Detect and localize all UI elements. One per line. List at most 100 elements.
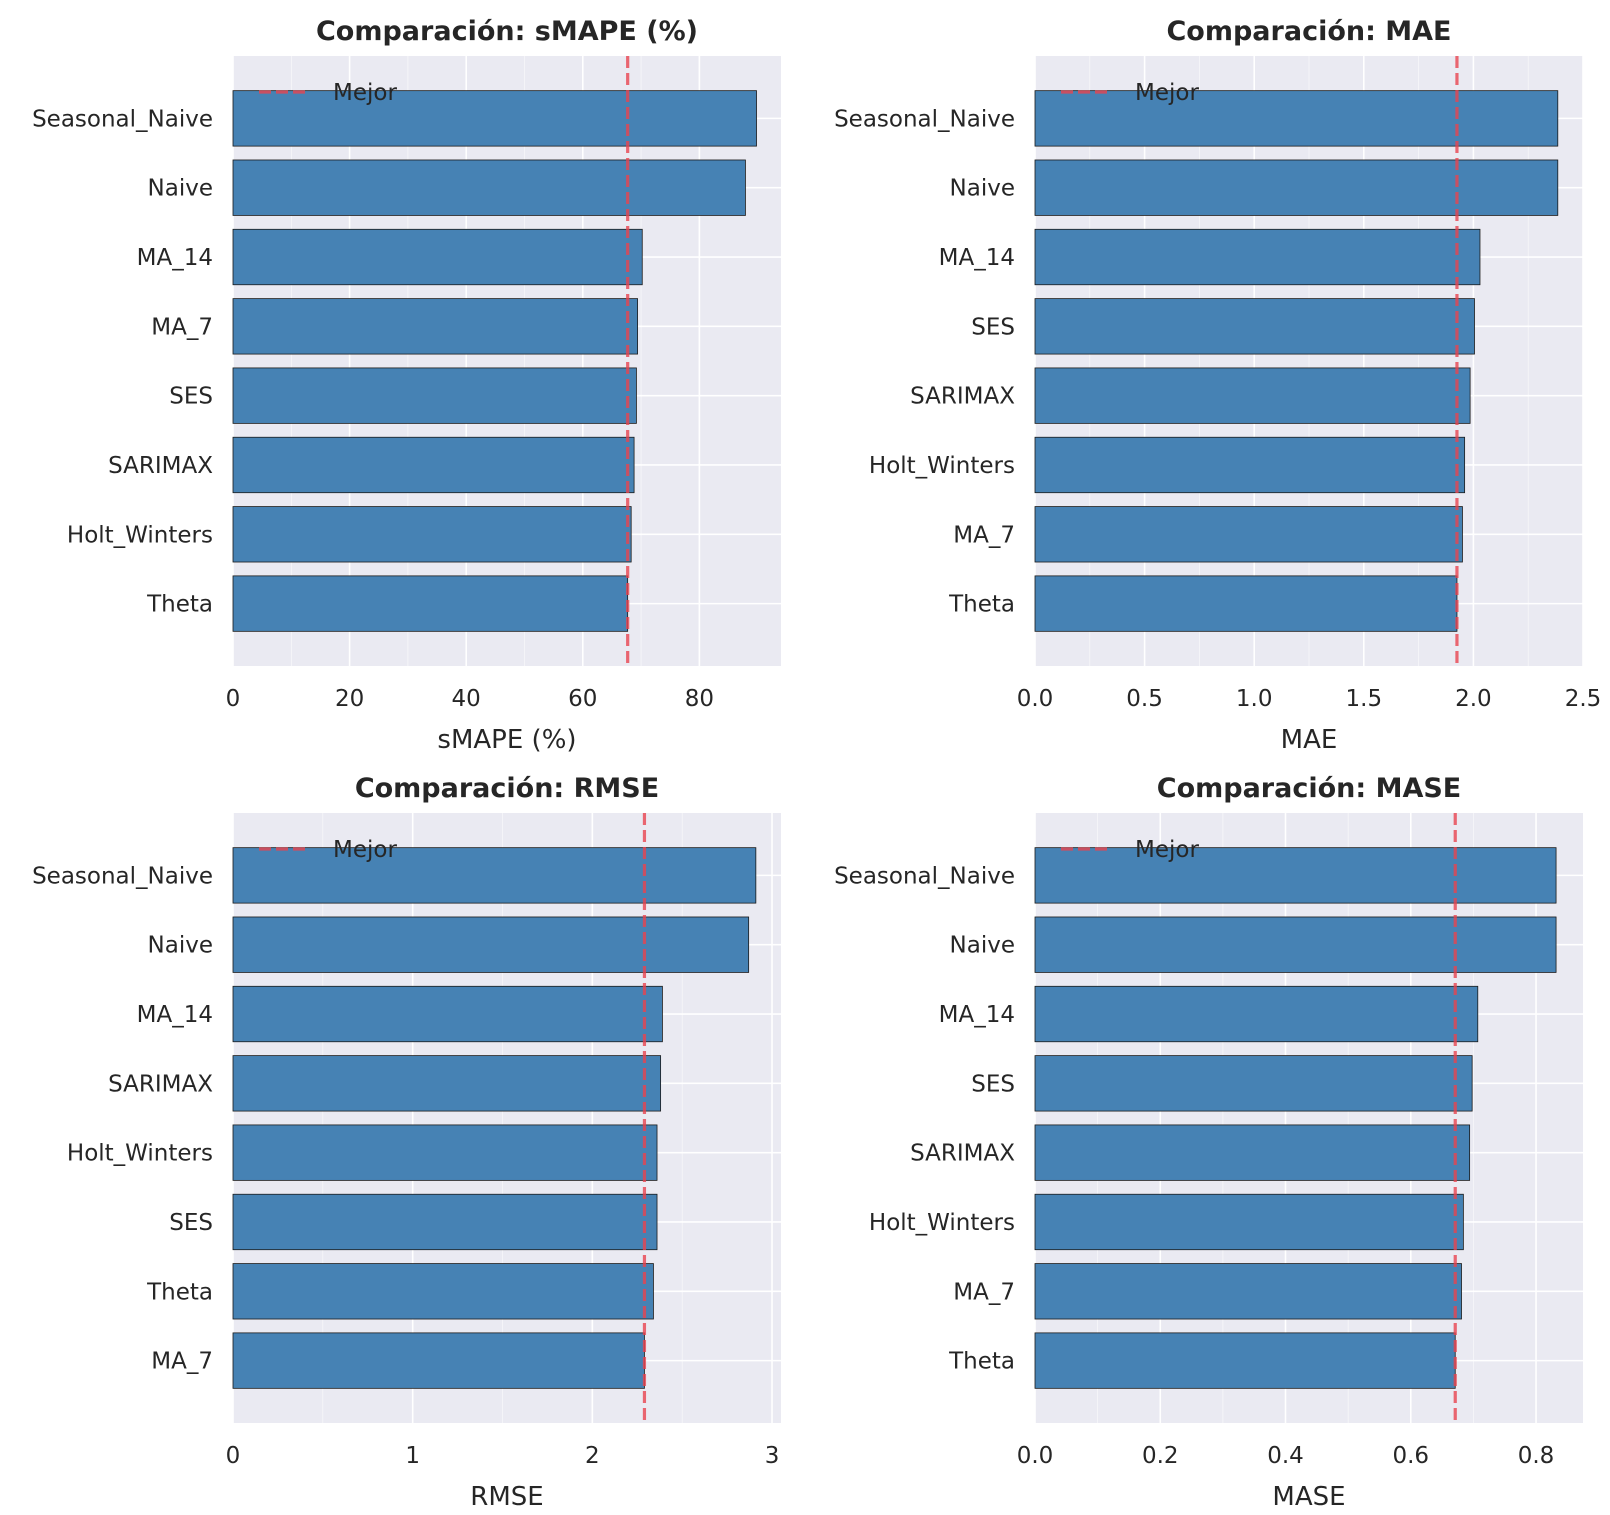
bar-theta [232, 1263, 654, 1320]
bar-holt-winters [232, 1124, 658, 1181]
bar-theta [1034, 575, 1458, 632]
y-tick-label: SES [971, 1071, 1015, 1097]
bar-holt-winters [1034, 1193, 1464, 1251]
y-tick-label: MA_14 [939, 1002, 1015, 1028]
bar-holt-winters [232, 506, 632, 563]
y-tick-label: Seasonal_Naive [32, 863, 213, 889]
y-tick-label: Seasonal_Naive [834, 863, 1015, 889]
bar-ma-7 [232, 298, 638, 355]
chart-panel-2: Seasonal_Naive Naive MA_14 SES SARIMAX Holt_W… [834, 16, 1601, 755]
x-tick-label: 60 [568, 686, 597, 712]
y-tick-label: Theta [146, 1279, 213, 1305]
x-axis-label: MASE [1272, 1482, 1345, 1512]
bar-ma-7 [1034, 1263, 1462, 1320]
bar-ma-7 [232, 1332, 645, 1389]
x-tick-label: 3 [765, 1443, 780, 1469]
chart-panel-1: Seasonal_Naive Naive MA_14 MA_7 SES SARIMAX Ho… [32, 16, 781, 755]
bar-naive [1034, 916, 1557, 973]
x-tick-label: 2.0 [1455, 686, 1492, 712]
legend-label: Mejor [333, 80, 397, 106]
y-tick-label: Holt_Winters [67, 522, 213, 548]
bar-seasonal-naive [1034, 847, 1557, 904]
x-axis-label: MAE [1281, 725, 1338, 755]
y-tick-label: MA_7 [953, 1279, 1015, 1305]
y-tick-label: SARIMAX [108, 1071, 213, 1097]
bar-theta [232, 575, 629, 632]
y-tick-label: Naive [950, 176, 1015, 202]
y-tick-label: Seasonal_Naive [834, 106, 1015, 132]
bar-ma-14 [1034, 228, 1481, 286]
chart-title: Comparación: MASE [1157, 773, 1461, 804]
bar-ses [1034, 298, 1475, 355]
y-tick-label: SARIMAX [910, 1141, 1015, 1167]
legend-label: Mejor [1135, 837, 1199, 863]
bar-ma-14 [232, 228, 643, 286]
x-tick-label: 40 [452, 686, 481, 712]
x-tick-label: 0.2 [1142, 1443, 1179, 1469]
y-tick-label: SARIMAX [910, 384, 1015, 410]
y-tick-label: SARIMAX [108, 453, 213, 479]
chart-title: Comparación: MAE [1166, 16, 1451, 47]
x-tick-label: 0 [226, 686, 241, 712]
bar-seasonal-naive [232, 847, 757, 904]
y-tick-label: SES [971, 314, 1015, 340]
y-tick-label: Holt_Winters [869, 1210, 1015, 1236]
y-tick-label: Naive [148, 933, 213, 959]
bar-naive [232, 916, 750, 973]
bar-naive [232, 159, 746, 216]
bar-ma-7 [1034, 506, 1463, 563]
bar-naive [1034, 159, 1559, 216]
y-tick-label: MA_7 [953, 522, 1015, 548]
y-tick-label: Naive [950, 933, 1015, 959]
bar-sarimax [232, 436, 635, 494]
x-axis-label: RMSE [470, 1482, 543, 1512]
y-tick-label: MA_14 [939, 245, 1015, 271]
x-tick-label: 20 [335, 686, 364, 712]
y-tick-label: Theta [948, 1349, 1015, 1375]
bar-ses [232, 367, 637, 424]
bar-ses [232, 1193, 658, 1251]
x-tick-label: 1.0 [1236, 686, 1273, 712]
bar-sarimax [1034, 1124, 1471, 1181]
x-tick-label: 1.5 [1346, 686, 1383, 712]
bar-ses [1034, 1055, 1473, 1112]
y-tick-label: Theta [146, 592, 213, 618]
x-tick-label: 2 [585, 1443, 600, 1469]
x-tick-label: 80 [685, 686, 714, 712]
x-axis-label: sMAPE (%) [437, 725, 576, 755]
bar-sarimax [1034, 367, 1471, 424]
x-tick-label: 2.5 [1565, 686, 1602, 712]
x-tick-label: 0.0 [1017, 686, 1054, 712]
bar-theta [1034, 1332, 1456, 1389]
y-tick-label: Holt_Winters [869, 453, 1015, 479]
x-tick-label: 1 [405, 1443, 420, 1469]
y-tick-label: MA_7 [151, 1349, 213, 1375]
x-tick-label: 0.0 [1017, 1443, 1054, 1469]
x-tick-label: 0.5 [1126, 686, 1163, 712]
legend-label: Mejor [333, 837, 397, 863]
y-tick-label: SES [169, 384, 213, 410]
chart-panel-4: Seasonal_Naive Naive MA_14 SES SARIMAX Holt_W… [834, 773, 1583, 1512]
bar-ma-14 [232, 985, 663, 1043]
bar-seasonal-naive [1034, 90, 1559, 147]
plot-background [233, 56, 781, 666]
plot-background [233, 813, 781, 1423]
y-tick-label: MA_14 [137, 1002, 213, 1028]
y-tick-label: Naive [148, 176, 213, 202]
bar-seasonal-naive [232, 90, 757, 147]
y-tick-label: SES [169, 1210, 213, 1236]
chart-title: Comparación: RMSE [355, 773, 659, 804]
bar-sarimax [232, 1055, 662, 1112]
bar-holt-winters [1034, 436, 1466, 494]
x-tick-label: 0.8 [1518, 1443, 1555, 1469]
y-tick-label: Seasonal_Naive [32, 106, 213, 132]
y-tick-label: Theta [948, 592, 1015, 618]
x-tick-label: 0.6 [1392, 1443, 1429, 1469]
plot-background [1035, 813, 1583, 1423]
x-tick-label: 0 [226, 1443, 241, 1469]
chart-title: Comparación: sMAPE (%) [316, 16, 698, 47]
bar-ma-14 [1034, 985, 1479, 1043]
y-tick-label: MA_14 [137, 245, 213, 271]
x-tick-label: 0.4 [1267, 1443, 1304, 1469]
